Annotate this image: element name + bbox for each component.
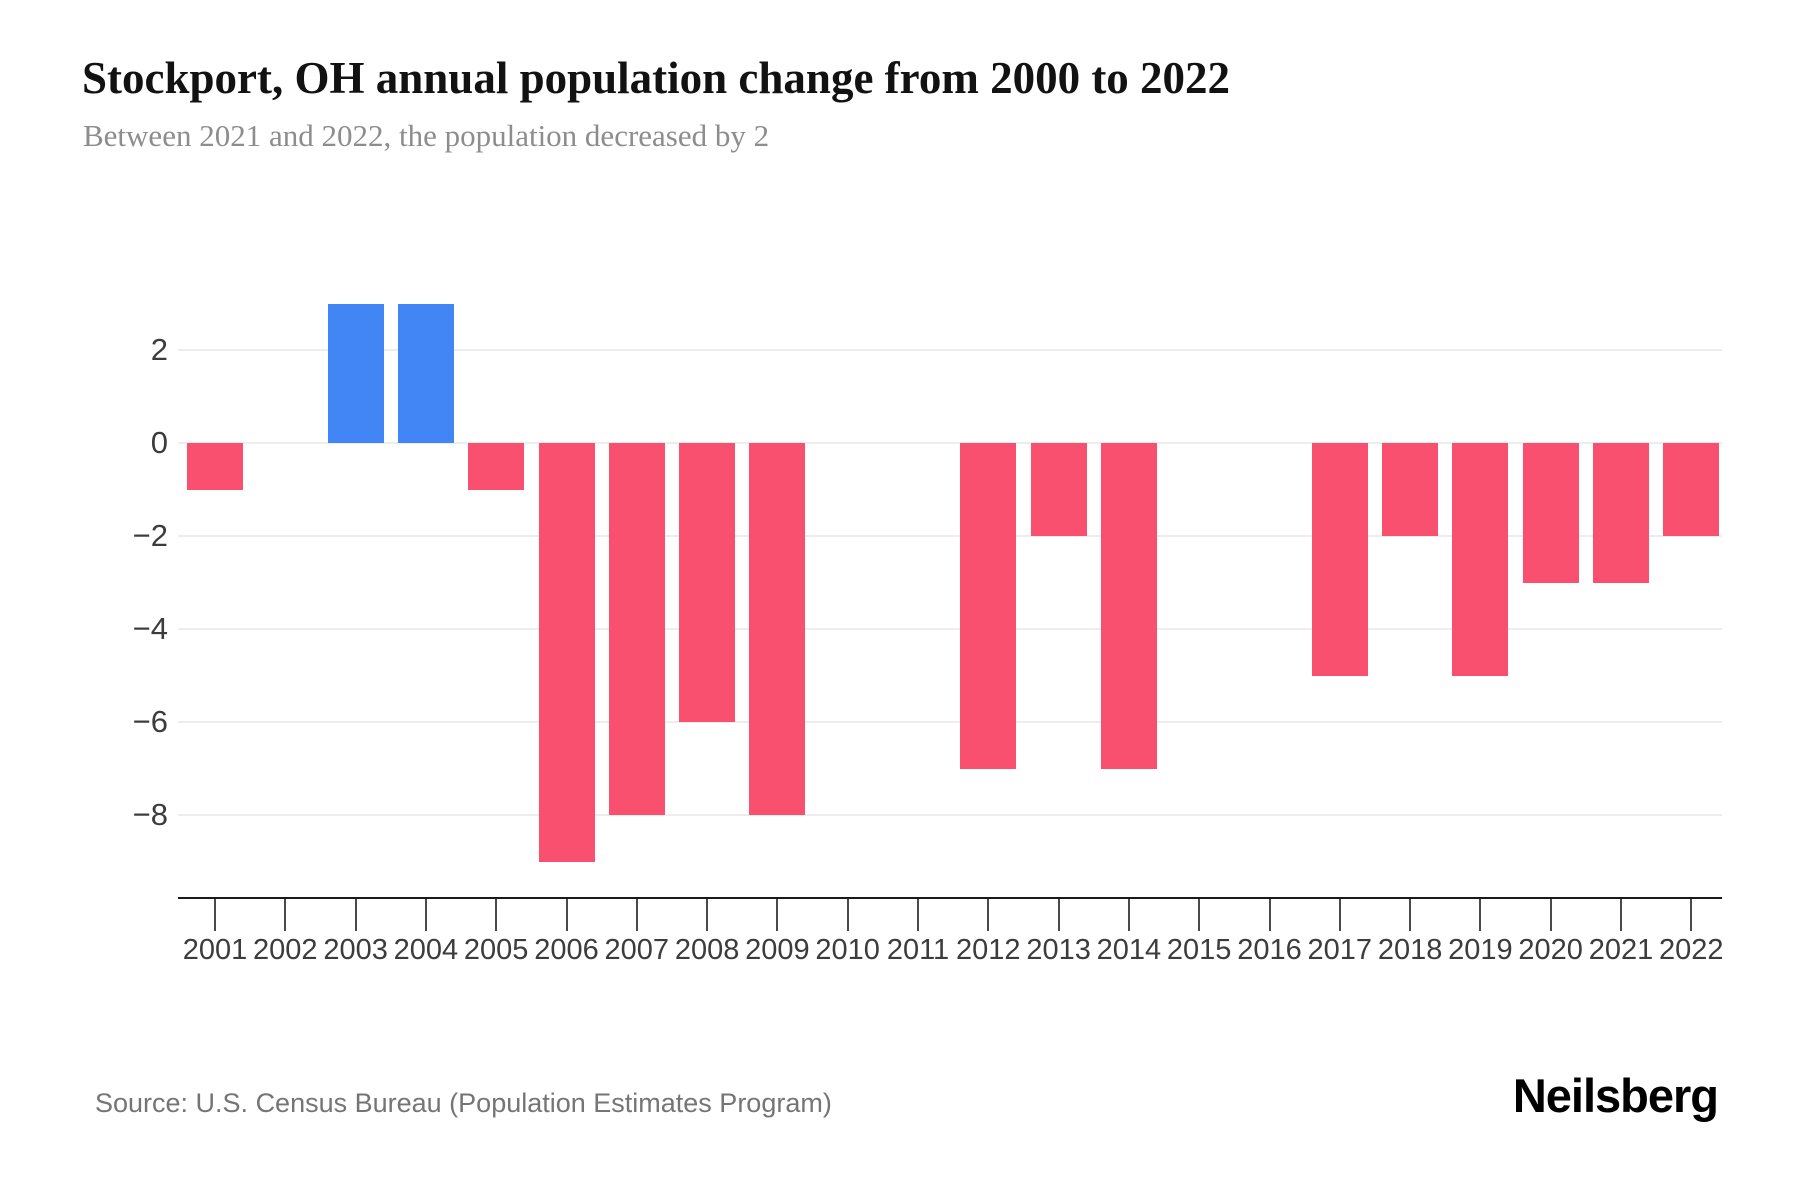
x-axis-tick-2020	[1549, 899, 1552, 931]
x-axis-label-2010: 2010	[815, 934, 880, 966]
x-axis-label-2020: 2020	[1518, 934, 1583, 966]
x-axis-label-2014: 2014	[1096, 934, 1162, 966]
bar-2005[interactable]	[468, 443, 525, 490]
x-axis-label-2004: 2004	[393, 934, 459, 966]
x-axis-tick-2004	[424, 899, 427, 931]
x-axis-tick-2018	[1409, 899, 1412, 931]
x-axis-label-2008: 2008	[674, 934, 740, 966]
bar-chart-plot-area: 2 0 −2 −4 −6 −8 2001 2002 2003 2004 2005 2006 2007 20…	[132, 303, 1724, 966]
x-axis-label-2013: 2013	[1026, 934, 1091, 966]
bar-2006[interactable]	[538, 443, 595, 862]
x-axis-tick-2017	[1338, 899, 1341, 931]
x-axis-tick-2010	[846, 899, 849, 931]
x-axis-label-2019: 2019	[1448, 934, 1513, 966]
x-axis-tick-2011	[917, 899, 919, 931]
bar-2022[interactable]	[1663, 443, 1720, 536]
gridline--6	[178, 721, 1722, 723]
bar-2003[interactable]	[327, 303, 384, 443]
gridline--8	[178, 814, 1722, 816]
bar-2017[interactable]	[1311, 443, 1368, 676]
gridline--2	[178, 535, 1722, 537]
x-axis-label-2005: 2005	[463, 934, 529, 966]
x-axis-tick-2005	[495, 899, 498, 931]
gridline-2	[178, 349, 1722, 351]
x-axis-label-2001: 2001	[182, 934, 248, 966]
x-axis-label-2015: 2015	[1166, 934, 1232, 966]
x-axis-tick-2012	[987, 899, 990, 931]
bar-2008[interactable]	[679, 443, 736, 722]
x-axis-tick-2006	[565, 899, 568, 931]
brand-logo[interactable]: Neilsberg	[1512, 1069, 1719, 1122]
gridline-0	[178, 442, 1722, 444]
bar-2009[interactable]	[749, 443, 806, 815]
x-axis-tick-2013	[1057, 899, 1060, 931]
x-axis-label-2007: 2007	[604, 934, 670, 966]
bar-2019[interactable]	[1452, 443, 1509, 676]
x-axis-tick-2008	[706, 899, 709, 931]
x-axis-tick-2009	[776, 899, 779, 931]
y-axis-label--6: −6	[132, 704, 168, 739]
bar-2020[interactable]	[1522, 443, 1579, 583]
x-axis-tick-2015	[1198, 899, 1201, 931]
y-axis-label--4: −4	[132, 611, 168, 646]
source-note: Source: U.S. Census Bureau (Population E…	[95, 1088, 832, 1118]
y-axis-label-2: 2	[150, 332, 168, 367]
y-axis-label-0: 0	[150, 425, 168, 460]
x-axis-label-2016: 2016	[1237, 934, 1302, 966]
bar-2013[interactable]	[1030, 443, 1087, 536]
x-axis-label-2006: 2006	[534, 934, 599, 966]
x-axis-tick-2003	[354, 899, 357, 931]
x-axis-tick-2022	[1690, 899, 1693, 931]
x-axis-label-2011: 2011	[886, 934, 950, 966]
x-axis-label-2022: 2022	[1659, 934, 1724, 966]
gridline--4	[178, 628, 1722, 630]
bar-2007[interactable]	[608, 443, 665, 815]
x-axis-tick-2001	[214, 899, 216, 931]
x-axis-tick-2007	[635, 899, 638, 931]
x-axis-label-2009: 2009	[745, 934, 810, 966]
y-axis-label--2: −2	[132, 518, 168, 553]
bar-2014[interactable]	[1100, 443, 1157, 769]
x-axis-line	[178, 897, 1722, 899]
x-axis-label-2002: 2002	[253, 934, 318, 966]
x-axis-tick-2014	[1127, 899, 1130, 931]
x-axis-tick-2002	[284, 899, 287, 931]
bar-2004[interactable]	[397, 303, 454, 443]
x-axis-tick-2021	[1620, 899, 1622, 931]
bar-2021[interactable]	[1593, 443, 1649, 583]
chart-title: Stockport, OH annual population change f…	[82, 53, 1231, 103]
bar-2012[interactable]	[960, 443, 1017, 769]
x-axis-label-2021: 2021	[1588, 934, 1654, 966]
x-axis-tick-2016	[1268, 899, 1271, 931]
x-axis-label-2018: 2018	[1377, 934, 1443, 966]
bar-2018[interactable]	[1382, 443, 1439, 536]
chart-subtitle: Between 2021 and 2022, the population de…	[83, 118, 770, 153]
y-axis-label--8: −8	[132, 797, 168, 832]
x-axis-label-2012: 2012	[956, 934, 1021, 966]
x-axis-label-2003: 2003	[323, 934, 388, 966]
x-axis-tick-2019	[1479, 899, 1482, 931]
x-axis-label-2017: 2017	[1307, 934, 1373, 966]
bar-2001[interactable]	[187, 443, 243, 490]
